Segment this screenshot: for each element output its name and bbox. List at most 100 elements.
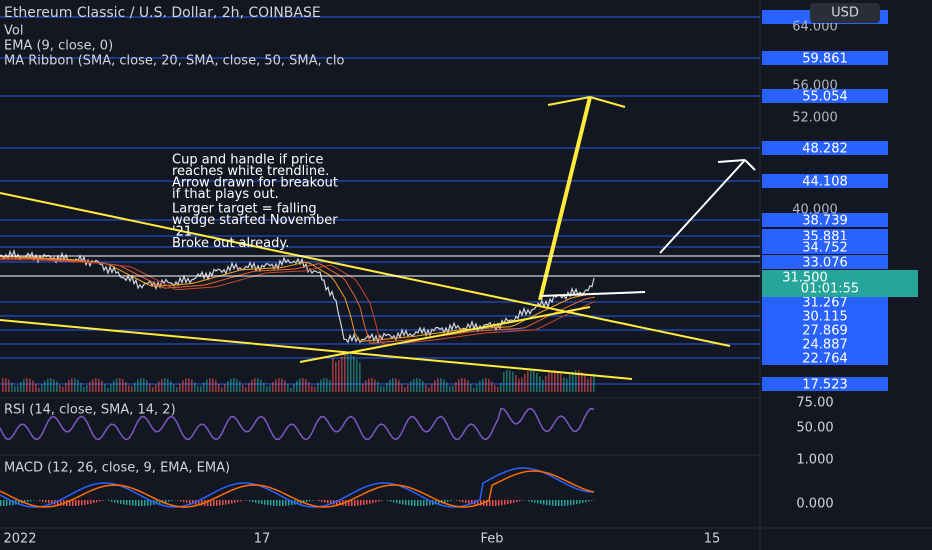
volume-bar xyxy=(473,387,475,392)
volume-bar xyxy=(116,378,118,392)
level-label: 48.282 xyxy=(802,142,848,157)
volume-bar xyxy=(143,378,145,392)
volume-bar xyxy=(53,379,55,392)
level-box xyxy=(762,255,888,269)
volume-bar xyxy=(287,383,289,392)
volume-bar xyxy=(14,386,16,392)
macd-hist xyxy=(171,500,173,501)
macd-hist xyxy=(135,500,137,506)
macd-hist xyxy=(48,500,50,504)
level-label: 24.887 xyxy=(802,338,848,353)
macd-hist xyxy=(390,500,392,502)
x-tick-label: 2022 xyxy=(3,532,36,547)
volume-bar xyxy=(527,371,529,392)
volume-bar xyxy=(524,373,526,392)
volume-bar xyxy=(32,380,34,392)
currency-button[interactable] xyxy=(810,3,880,23)
macd-hist xyxy=(588,500,590,502)
macd-hist xyxy=(438,500,440,504)
level-label: 44.108 xyxy=(802,175,848,190)
volume-bar xyxy=(80,382,82,392)
macd-hist xyxy=(189,500,191,504)
macd-hist xyxy=(108,500,110,501)
volume-bar xyxy=(443,379,445,392)
volume-bar xyxy=(452,385,454,392)
volume-bar xyxy=(284,380,286,392)
volume-bar xyxy=(101,380,103,392)
macd-hist xyxy=(465,500,467,503)
volume-bar xyxy=(554,370,556,392)
volume-bar xyxy=(455,382,457,392)
macd-hist xyxy=(180,500,182,502)
volume-bar xyxy=(134,382,136,392)
volume-bar xyxy=(389,379,391,392)
volume-bar xyxy=(464,378,466,392)
level-label: 30.115 xyxy=(802,310,848,325)
last-price-box xyxy=(762,270,918,297)
volume-bar xyxy=(434,380,436,392)
macd-hist xyxy=(123,500,125,505)
volume-bar xyxy=(2,378,4,392)
macd-hist xyxy=(552,500,554,506)
scale-label: 40.000 xyxy=(792,203,838,218)
volume-bar xyxy=(17,385,19,392)
volume-bar xyxy=(368,378,370,392)
plot xyxy=(0,96,760,508)
rsi-title: RSI (14, close, SMA, 14, 2) xyxy=(4,403,176,418)
volume-bar xyxy=(587,379,589,392)
macd-hist xyxy=(426,500,428,506)
macd-hist xyxy=(159,500,161,504)
volume-bar xyxy=(542,379,544,392)
currency[interactable]: USD xyxy=(831,6,859,21)
macd-hist xyxy=(282,500,284,506)
volume-bar xyxy=(203,382,205,392)
volume-bar xyxy=(245,386,247,392)
volume-bar xyxy=(482,378,484,392)
volume-bar xyxy=(137,379,139,392)
last-price: 31.500 xyxy=(782,271,828,286)
volume-bar xyxy=(491,381,493,392)
macd-hist xyxy=(393,500,395,503)
volume-bar xyxy=(83,386,85,392)
macd-hist xyxy=(57,500,59,506)
macd-hist xyxy=(18,500,20,505)
volume-bar xyxy=(290,387,292,392)
annotation-line: Broke out already. xyxy=(172,236,289,251)
macd-hist xyxy=(102,500,104,501)
volume-bar xyxy=(539,376,541,392)
volume-bar xyxy=(299,378,301,392)
macd-hist xyxy=(498,500,500,506)
macd-hist xyxy=(273,500,275,506)
volume-bar xyxy=(488,379,490,392)
macd-hist xyxy=(45,500,47,503)
macd-hist xyxy=(90,500,92,504)
macd-hist xyxy=(444,500,446,503)
macd-hist xyxy=(168,500,170,502)
macd-hist xyxy=(270,500,272,506)
volume-bar xyxy=(551,370,553,392)
volume-bar xyxy=(581,372,583,392)
volume-bar xyxy=(518,378,520,392)
volume-bar xyxy=(440,378,442,392)
level-label: 31.267 xyxy=(802,296,848,311)
volume-bar xyxy=(197,386,199,392)
volume-bar xyxy=(569,374,571,392)
macd-hist xyxy=(60,500,62,506)
macd-hist xyxy=(120,500,122,504)
drawing xyxy=(0,319,633,380)
volume-bar xyxy=(92,379,94,392)
macd-hist xyxy=(297,500,299,505)
macd-hist xyxy=(417,500,419,506)
volume-bar xyxy=(122,379,124,392)
drawing xyxy=(299,306,591,363)
volume-bar xyxy=(449,386,451,392)
macd-hist xyxy=(39,500,41,502)
volume-bar xyxy=(572,371,574,392)
macd-hist xyxy=(591,500,593,501)
macd-hist xyxy=(42,500,44,502)
volume-bar xyxy=(5,378,7,392)
macd-line xyxy=(0,467,595,508)
macd-hist xyxy=(252,500,254,503)
macd-hist xyxy=(501,500,503,506)
macd-hist xyxy=(582,500,584,503)
